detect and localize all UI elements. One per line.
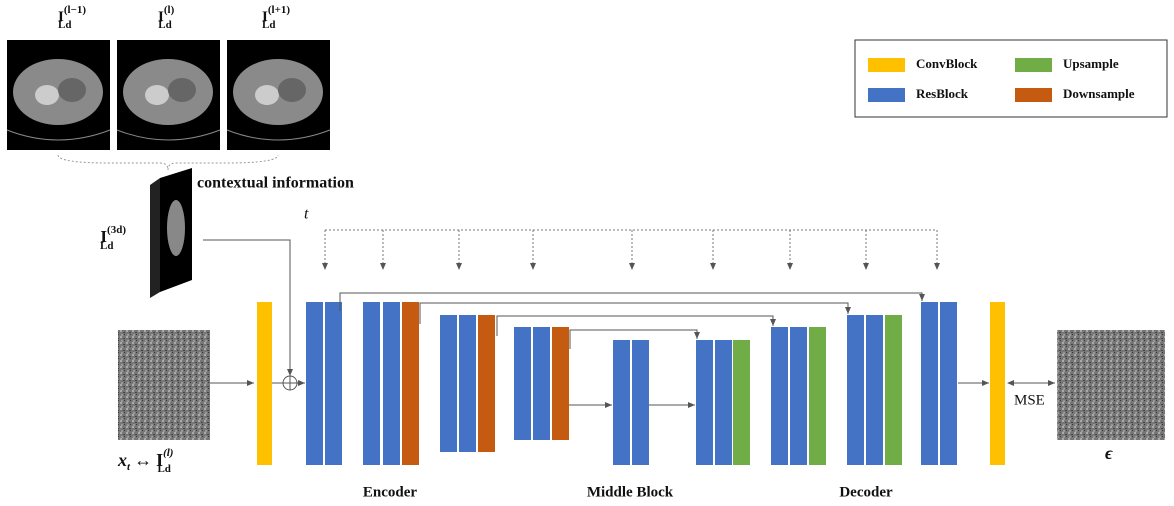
- section-label: Decoder: [839, 484, 893, 500]
- block: [514, 327, 531, 440]
- block: [715, 340, 732, 465]
- legend: [855, 40, 1167, 117]
- legend-label: Upsample: [1063, 56, 1119, 71]
- block: [940, 302, 957, 465]
- input-label: xt↔I(l)Ld: [117, 447, 173, 475]
- block: [696, 340, 713, 465]
- ct-slices: [7, 40, 330, 170]
- time-label: t: [304, 206, 309, 223]
- block: [363, 302, 380, 465]
- legend-label: ResBlock: [916, 86, 969, 101]
- unet: [257, 230, 1005, 465]
- block: [613, 340, 630, 465]
- section-label: Middle Block: [587, 484, 674, 500]
- block: [847, 315, 864, 465]
- legend-swatch: [1015, 58, 1052, 72]
- block: [790, 327, 807, 465]
- block: [306, 302, 323, 465]
- legend-swatch: [868, 58, 905, 72]
- block: [632, 340, 649, 465]
- slice-label: I(l)Ld: [158, 4, 175, 31]
- block: [257, 302, 272, 465]
- legend-swatch: [868, 88, 905, 102]
- diagram: I(l−1)Ld I(l)Ld I(l+1)Ld contextual info…: [0, 0, 1174, 506]
- block: [733, 340, 750, 465]
- context-label: I(3d)Ld: [100, 224, 126, 252]
- context-volume: [150, 168, 192, 298]
- skip-connection: [340, 293, 922, 311]
- block: [440, 315, 457, 452]
- section-label: Encoder: [363, 484, 418, 500]
- block: [866, 315, 883, 465]
- legend-swatch: [1015, 88, 1052, 102]
- input-image: [118, 330, 210, 440]
- block: [809, 327, 826, 465]
- block: [990, 302, 1005, 465]
- slice-label: I(l−1)Ld: [58, 4, 86, 31]
- block: [552, 327, 569, 440]
- block: [885, 315, 902, 465]
- block: [459, 315, 476, 452]
- block: [771, 327, 788, 465]
- output-label: ϵ: [1105, 443, 1113, 463]
- output-image: [1057, 330, 1165, 440]
- loss-label: MSE: [1014, 392, 1045, 408]
- context-caption: contextual information: [197, 175, 354, 192]
- block: [325, 302, 342, 465]
- context-arrow: [203, 240, 290, 376]
- legend-label: Downsample: [1063, 86, 1135, 101]
- block: [533, 327, 550, 440]
- block: [383, 302, 400, 465]
- block: [402, 302, 419, 465]
- block: [478, 315, 495, 452]
- slice-label: I(l+1)Ld: [262, 4, 290, 31]
- block: [921, 302, 938, 465]
- legend-label: ConvBlock: [916, 56, 978, 71]
